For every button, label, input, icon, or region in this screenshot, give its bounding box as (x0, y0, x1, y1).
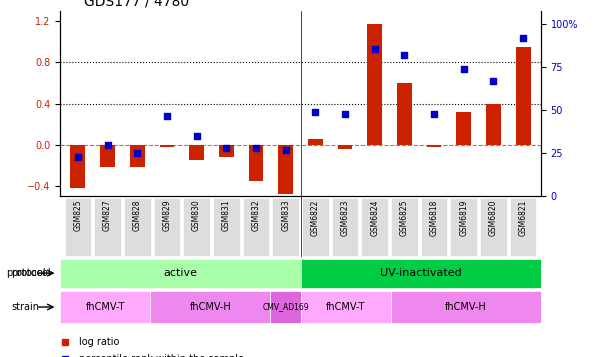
Bar (249, 145, 263, 181)
FancyBboxPatch shape (300, 259, 541, 288)
Point (281, 147, 290, 153)
Point (192, 133, 201, 139)
Point (222, 145, 231, 151)
Point (518, 35, 528, 41)
FancyBboxPatch shape (243, 197, 269, 256)
Text: protocol: protocol (11, 268, 51, 278)
Text: GSM6821: GSM6821 (519, 200, 528, 236)
Bar (278, 145, 293, 194)
Text: GSM6822: GSM6822 (311, 200, 320, 236)
Point (251, 145, 261, 151)
Text: GSM830: GSM830 (192, 200, 201, 231)
Text: GSM833: GSM833 (281, 200, 290, 231)
Text: GSM6823: GSM6823 (341, 200, 350, 236)
FancyBboxPatch shape (391, 291, 541, 323)
Text: GDS177 / 4780: GDS177 / 4780 (84, 0, 189, 8)
Bar (159, 145, 174, 147)
FancyBboxPatch shape (391, 197, 418, 256)
Text: active: active (163, 268, 197, 278)
Text: GSM6819: GSM6819 (459, 200, 468, 236)
Text: GSM827: GSM827 (103, 200, 112, 231)
Text: GSM6825: GSM6825 (400, 200, 409, 236)
Point (103, 142, 112, 148)
Point (429, 111, 439, 117)
FancyBboxPatch shape (450, 197, 477, 256)
Text: protocol: protocol (6, 268, 46, 278)
FancyBboxPatch shape (300, 291, 391, 323)
Text: fhCMV-H: fhCMV-H (189, 302, 231, 312)
Text: fhCMV-T: fhCMV-T (326, 302, 365, 312)
Point (370, 46, 379, 51)
Text: log ratio: log ratio (79, 337, 120, 347)
FancyBboxPatch shape (183, 197, 210, 256)
FancyBboxPatch shape (302, 197, 329, 256)
Text: UV-inactivated: UV-inactivated (380, 268, 462, 278)
FancyBboxPatch shape (94, 197, 121, 256)
Bar (367, 24, 382, 145)
FancyBboxPatch shape (150, 291, 270, 323)
FancyBboxPatch shape (64, 197, 91, 256)
FancyBboxPatch shape (272, 197, 299, 256)
Bar (100, 145, 115, 167)
Bar (130, 145, 145, 167)
Point (340, 111, 350, 117)
FancyBboxPatch shape (421, 197, 447, 256)
FancyBboxPatch shape (332, 197, 358, 256)
Text: GSM832: GSM832 (251, 200, 260, 231)
FancyBboxPatch shape (60, 259, 300, 288)
Bar (189, 145, 204, 160)
Bar (427, 145, 442, 147)
Text: GSM829: GSM829 (162, 200, 171, 231)
Text: GSM828: GSM828 (133, 200, 142, 231)
FancyBboxPatch shape (213, 197, 240, 256)
Text: GSM6818: GSM6818 (430, 200, 439, 236)
Text: GSM831: GSM831 (222, 200, 231, 231)
Bar (397, 83, 412, 145)
FancyBboxPatch shape (480, 197, 507, 256)
Text: fhCMV-T: fhCMV-T (85, 302, 125, 312)
Bar (308, 139, 323, 145)
FancyBboxPatch shape (270, 291, 300, 323)
Bar (516, 47, 531, 145)
Text: percentile rank within the sample: percentile rank within the sample (79, 354, 245, 357)
Point (132, 151, 142, 156)
Bar (70, 145, 85, 188)
Point (459, 66, 469, 72)
Point (311, 109, 320, 115)
FancyBboxPatch shape (361, 197, 388, 256)
FancyBboxPatch shape (124, 197, 151, 256)
Text: GSM825: GSM825 (73, 200, 82, 231)
Bar (338, 145, 352, 149)
Point (489, 78, 498, 84)
Bar (486, 104, 501, 145)
Bar (219, 145, 234, 157)
Text: fhCMV-H: fhCMV-H (445, 302, 487, 312)
FancyBboxPatch shape (154, 197, 180, 256)
Text: GSM6824: GSM6824 (370, 200, 379, 236)
Point (73, 154, 83, 160)
Text: GSM6820: GSM6820 (489, 200, 498, 236)
Text: strain: strain (11, 302, 40, 312)
Bar (456, 112, 471, 145)
Point (400, 52, 409, 58)
Point (162, 113, 172, 119)
Text: CMV_AD169: CMV_AD169 (262, 302, 309, 312)
FancyBboxPatch shape (510, 197, 537, 256)
FancyBboxPatch shape (60, 291, 150, 323)
